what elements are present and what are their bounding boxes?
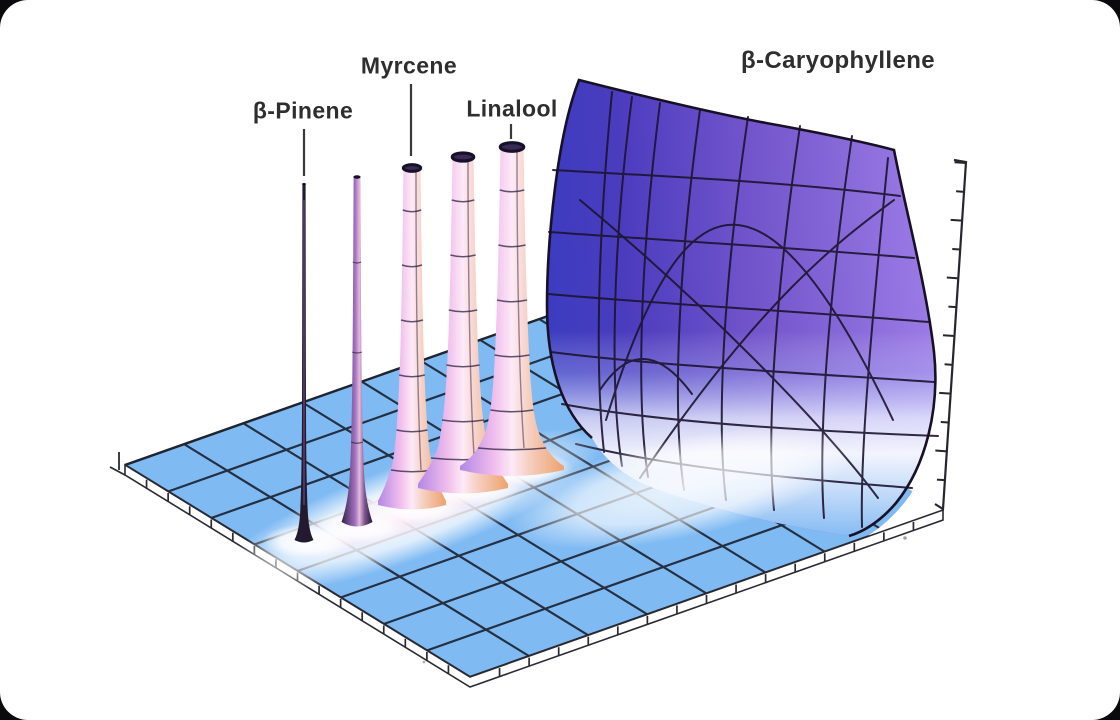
label-leader-lines xyxy=(302,84,513,176)
artifact-dot xyxy=(422,660,426,664)
peak-label-myrcene: Myrcene xyxy=(360,52,458,79)
mesh-rings xyxy=(477,189,547,451)
z-axis xyxy=(934,158,968,511)
dome-surface xyxy=(545,78,939,538)
spike-minor xyxy=(341,175,373,527)
peak-label-linalool: Linalool xyxy=(466,95,558,122)
peak-spikes xyxy=(294,141,564,543)
spike-pinene xyxy=(294,183,314,543)
spike-minor-2 xyxy=(418,151,508,494)
spike-myrcene xyxy=(378,163,446,510)
peak-label-caryophyllene: β-Caryophyllene xyxy=(740,47,936,74)
mesh-rings xyxy=(390,209,434,473)
mesh-rings xyxy=(430,199,496,461)
corner-mask xyxy=(850,336,1005,585)
base-axes xyxy=(109,452,944,688)
spike-linalool xyxy=(460,141,564,476)
peak-label-pinene: β-Pinene xyxy=(252,97,354,124)
dome-outline xyxy=(545,78,937,538)
artifact-dot xyxy=(903,536,907,540)
z-axis-ticks xyxy=(935,161,967,482)
